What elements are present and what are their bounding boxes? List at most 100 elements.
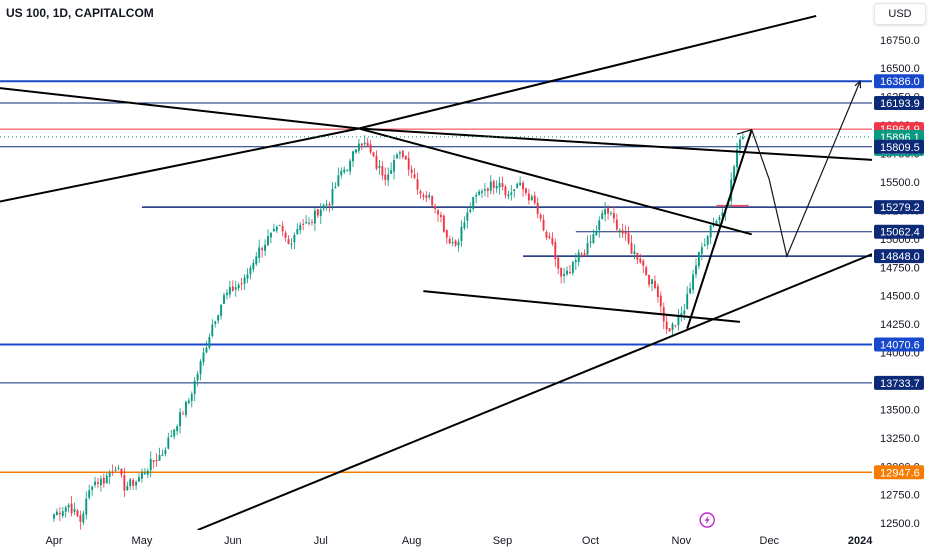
candle-body-23 bbox=[120, 468, 123, 475]
price-badge-8 bbox=[874, 337, 924, 352]
price-badges: 16386.016193.915964.915896.111:12:001580… bbox=[874, 74, 924, 480]
candle-body-179 bbox=[577, 252, 580, 262]
price-badge-label: 16193.9 bbox=[880, 98, 920, 110]
candle-body-142 bbox=[469, 209, 472, 212]
candle-body-153 bbox=[501, 183, 504, 188]
candle-body-3 bbox=[61, 511, 64, 516]
candle-body-119 bbox=[401, 150, 404, 158]
y-tick-label: 15500.0 bbox=[880, 177, 920, 189]
candle-body-213 bbox=[677, 315, 680, 326]
candle-body-149 bbox=[489, 181, 492, 191]
candle-body-145 bbox=[478, 191, 481, 195]
candle-body-46 bbox=[187, 400, 190, 404]
candle-body-107 bbox=[366, 142, 369, 146]
candle-body-78 bbox=[281, 225, 284, 232]
x-tick-label: Oct bbox=[582, 535, 599, 547]
trend-line-7 bbox=[686, 129, 753, 329]
price-badge-10 bbox=[874, 465, 924, 480]
candle-body-9 bbox=[79, 515, 82, 522]
candle-body-52 bbox=[205, 347, 208, 353]
candle-body-222 bbox=[703, 244, 706, 246]
candle-body-97 bbox=[337, 175, 340, 186]
candle-body-125 bbox=[419, 191, 422, 194]
candles bbox=[53, 131, 744, 530]
candle-body-30 bbox=[140, 472, 143, 479]
candle-body-191 bbox=[612, 213, 615, 219]
candle-body-0 bbox=[53, 514, 55, 519]
candle-body-85 bbox=[302, 223, 305, 225]
candle-body-151 bbox=[495, 186, 498, 189]
candle-body-113 bbox=[384, 174, 387, 180]
candle-body-219 bbox=[695, 265, 697, 275]
candle-body-193 bbox=[618, 230, 621, 232]
candle-body-137 bbox=[454, 240, 457, 246]
candle-body-139 bbox=[460, 226, 463, 242]
candle-body-4 bbox=[64, 507, 67, 512]
candle-body-32 bbox=[146, 470, 149, 475]
candle-body-65 bbox=[243, 277, 246, 284]
candle-body-182 bbox=[586, 243, 589, 255]
candle-body-56 bbox=[217, 315, 220, 321]
candle-body-99 bbox=[343, 169, 346, 173]
candle-body-25 bbox=[126, 485, 129, 491]
candle-body-232 bbox=[733, 166, 736, 181]
candle-body-31 bbox=[143, 473, 146, 475]
candle-body-109 bbox=[372, 152, 375, 157]
candle-body-121 bbox=[407, 158, 410, 170]
candle-body-49 bbox=[196, 374, 199, 381]
x-tick-label: Nov bbox=[672, 535, 692, 547]
x-tick-label: May bbox=[132, 535, 153, 547]
candle-body-50 bbox=[199, 361, 202, 375]
candle-body-55 bbox=[214, 321, 217, 324]
candle-body-15 bbox=[97, 482, 99, 484]
candle-body-157 bbox=[513, 189, 516, 191]
candle-body-164 bbox=[533, 195, 536, 204]
candle-body-205 bbox=[654, 280, 656, 288]
candle-body-87 bbox=[308, 222, 310, 224]
candle-body-64 bbox=[240, 283, 243, 285]
candle-body-75 bbox=[272, 228, 275, 232]
y-tick-label: 12750.0 bbox=[880, 490, 920, 502]
candle-body-83 bbox=[296, 228, 299, 235]
currency-button[interactable]: USD bbox=[874, 3, 926, 25]
candle-body-12 bbox=[88, 490, 91, 498]
y-tick-label: 16750.0 bbox=[880, 35, 920, 47]
marker-layer bbox=[699, 512, 715, 528]
candle-body-235 bbox=[741, 136, 744, 139]
candle-body-63 bbox=[237, 284, 240, 289]
candle-body-101 bbox=[349, 160, 352, 172]
candle-body-28 bbox=[135, 481, 138, 486]
candle-body-88 bbox=[311, 221, 313, 223]
candle-body-82 bbox=[293, 234, 296, 243]
trend-line-4 bbox=[358, 127, 752, 236]
trend-line-3 bbox=[358, 127, 872, 161]
candle-body-156 bbox=[510, 192, 513, 195]
projection-arrowhead bbox=[854, 79, 862, 89]
price-badge-label: 15279.2 bbox=[880, 202, 920, 214]
x-tick-label: Apr bbox=[45, 535, 62, 547]
candle-body-144 bbox=[475, 194, 478, 197]
candle-body-233 bbox=[736, 149, 738, 168]
candle-body-143 bbox=[472, 196, 475, 209]
price-badge-label: 12947.6 bbox=[880, 467, 920, 479]
x-tick-label: Jun bbox=[224, 535, 242, 547]
candle-body-24 bbox=[123, 475, 126, 491]
candle-body-67 bbox=[249, 267, 252, 275]
candle-body-7 bbox=[73, 509, 76, 512]
candle-body-135 bbox=[448, 239, 451, 244]
candle-body-100 bbox=[346, 170, 349, 172]
candle-body-165 bbox=[536, 202, 539, 214]
candle-body-39 bbox=[167, 437, 170, 449]
candle-body-8 bbox=[76, 510, 79, 517]
candle-body-90 bbox=[316, 209, 319, 216]
candle-body-210 bbox=[668, 328, 671, 332]
candle-body-111 bbox=[378, 165, 381, 168]
y-tick-label: 12500.0 bbox=[880, 518, 920, 530]
candle-body-34 bbox=[152, 460, 155, 462]
candle-body-42 bbox=[176, 426, 179, 432]
candle-body-181 bbox=[583, 253, 586, 255]
candle-body-96 bbox=[334, 186, 337, 189]
candle-body-146 bbox=[481, 191, 483, 193]
